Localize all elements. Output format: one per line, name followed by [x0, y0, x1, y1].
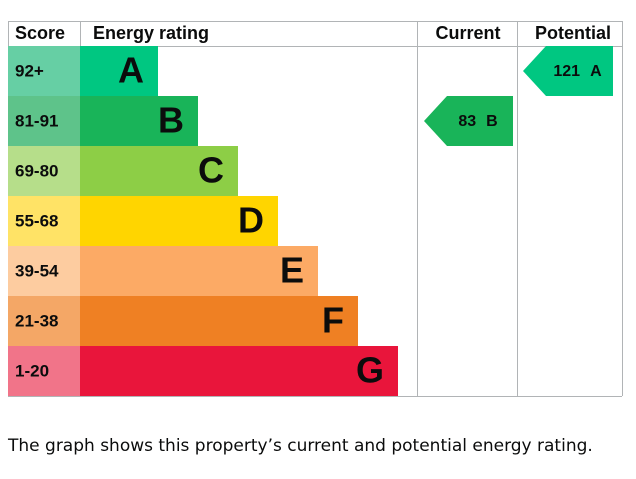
header-potential: Potential: [535, 23, 611, 43]
rating-letter: C: [198, 150, 224, 191]
current-label: 83 B: [458, 113, 497, 130]
score-label: 21-38: [15, 311, 58, 330]
header-rating: Energy rating: [93, 23, 209, 43]
score-label: 39-54: [15, 261, 59, 280]
rating-letter: E: [280, 250, 304, 291]
rating-bar: [80, 46, 158, 96]
rating-bar: [80, 296, 358, 346]
score-label: 1-20: [15, 361, 49, 380]
current-rating: B: [486, 113, 498, 130]
score-cell: [8, 46, 80, 96]
header-score: Score: [15, 23, 65, 43]
score-label: 81-91: [15, 111, 58, 130]
rating-bar: [80, 246, 318, 296]
score-cell: [8, 146, 80, 196]
score-label: 69-80: [15, 161, 58, 180]
score-cell: [8, 346, 80, 396]
rating-bar: [80, 346, 398, 396]
potential-arrow: [523, 46, 613, 96]
rating-letter: A: [118, 50, 144, 91]
rating-bar: [80, 96, 198, 146]
potential-value: 121: [553, 63, 580, 80]
potential-label: 121 A: [553, 63, 602, 80]
rating-letter: B: [158, 100, 184, 141]
rating-bar: [80, 196, 278, 246]
score-label: 92+: [15, 61, 44, 80]
score-cell: [8, 296, 80, 346]
score-cell: [8, 246, 80, 296]
score-cell: [8, 196, 80, 246]
rating-letter: G: [356, 350, 384, 391]
potential-rating: A: [590, 63, 602, 80]
rating-bar: [80, 146, 238, 196]
rating-letter: F: [322, 300, 344, 341]
rating-letter: D: [238, 200, 264, 241]
header-current: Current: [435, 23, 500, 43]
current-value: 83: [458, 113, 476, 130]
caption: The graph shows this property’s current …: [7, 436, 593, 456]
score-cell: [8, 96, 80, 146]
score-label: 55-68: [15, 211, 58, 230]
current-arrow: [424, 96, 513, 146]
